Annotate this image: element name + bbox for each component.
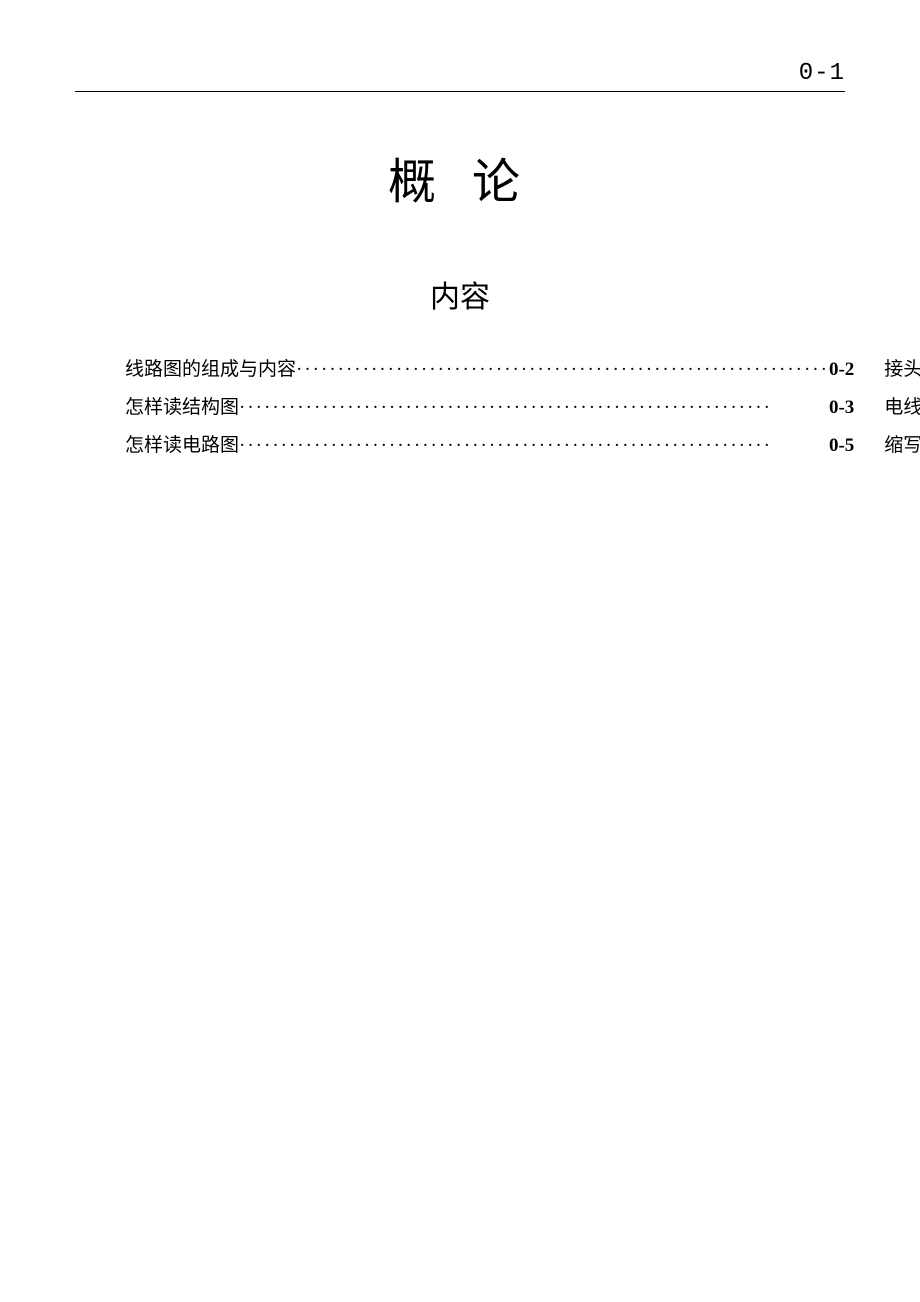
toc-label: 缩写符号 bbox=[884, 427, 920, 465]
page-number: 0-1 bbox=[799, 60, 845, 87]
toc-entry: 怎样读电路图 0-5 bbox=[125, 427, 854, 465]
toc-entry: 线路图的组成与内容 0-2 bbox=[125, 351, 854, 389]
toc-entry: 电线颜色的代码 0-9 bbox=[884, 389, 920, 427]
toc-column-left: 线路图的组成与内容 0-2 怎样读结构图 0-3 怎样读电路图 0-5 bbox=[125, 351, 854, 465]
toc-leader bbox=[239, 427, 829, 465]
main-title: 概 论 bbox=[75, 142, 845, 212]
toc-label: 线路图的组成与内容 bbox=[125, 351, 296, 389]
toc-entry: 怎样读结构图 0-3 bbox=[125, 389, 854, 427]
toc-column-right: 接头接地的标志 0-7 电线颜色的代码 0-9 缩写符号 0-10 bbox=[884, 351, 920, 465]
toc-leader bbox=[296, 351, 829, 389]
toc-leader bbox=[239, 389, 829, 427]
toc-label: 电线颜色的代码 bbox=[884, 389, 920, 427]
toc-label: 怎样读结构图 bbox=[125, 389, 239, 427]
toc-entry: 缩写符号 0-10 bbox=[884, 427, 920, 465]
sub-title: 内容 bbox=[75, 272, 845, 316]
document-page: 0-1 概 论 内容 线路图的组成与内容 0-2 怎样读结构图 0-3 怎样读电… bbox=[0, 0, 920, 525]
toc-page: 0-5 bbox=[829, 427, 854, 465]
page-header: 0-1 bbox=[75, 60, 845, 92]
toc-label: 接头接地的标志 bbox=[884, 351, 920, 389]
toc-page: 0-3 bbox=[829, 389, 854, 427]
toc-page: 0-2 bbox=[829, 351, 854, 389]
toc-entry: 接头接地的标志 0-7 bbox=[884, 351, 920, 389]
table-of-contents: 线路图的组成与内容 0-2 怎样读结构图 0-3 怎样读电路图 0-5 接头接地… bbox=[75, 351, 845, 465]
toc-label: 怎样读电路图 bbox=[125, 427, 239, 465]
